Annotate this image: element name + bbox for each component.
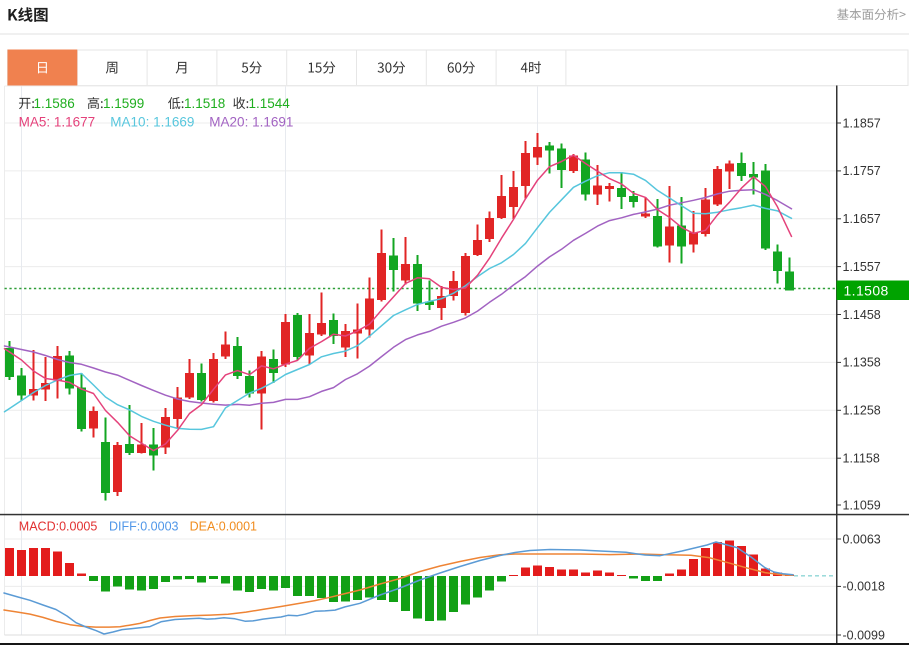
- svg-text:MA10: 1.1669: MA10: 1.1669: [110, 115, 194, 130]
- svg-text:-0.0018: -0.0018: [843, 580, 885, 594]
- svg-text:MA5: 1.1677: MA5: 1.1677: [19, 115, 96, 130]
- svg-text:1.1657: 1.1657: [843, 212, 881, 226]
- svg-text:1.1757: 1.1757: [843, 164, 881, 178]
- svg-text:1.1508: 1.1508: [844, 283, 889, 299]
- svg-text:1.1059: 1.1059: [843, 498, 881, 512]
- svg-text:MACD:0.0005: MACD:0.0005: [19, 520, 98, 534]
- svg-text:MA20: 1.1691: MA20: 1.1691: [209, 115, 293, 130]
- svg-text:1.1557: 1.1557: [843, 260, 881, 274]
- svg-text:0.0063: 0.0063: [843, 532, 881, 546]
- svg-text:-0.0099: -0.0099: [843, 628, 885, 642]
- svg-text:1.1258: 1.1258: [843, 404, 881, 418]
- svg-text:1.1544: 1.1544: [249, 96, 291, 111]
- svg-text:1.1857: 1.1857: [843, 116, 881, 130]
- svg-text:DEA:0.0001: DEA:0.0001: [190, 520, 257, 534]
- svg-text:1.1586: 1.1586: [34, 96, 75, 111]
- svg-text:1.1458: 1.1458: [843, 308, 881, 322]
- svg-text:1.1358: 1.1358: [843, 356, 881, 370]
- svg-text:1.1599: 1.1599: [103, 96, 144, 111]
- svg-text:DIFF:0.0003: DIFF:0.0003: [109, 520, 179, 534]
- svg-text:1.1518: 1.1518: [184, 96, 225, 111]
- svg-text:1.1158: 1.1158: [843, 452, 880, 466]
